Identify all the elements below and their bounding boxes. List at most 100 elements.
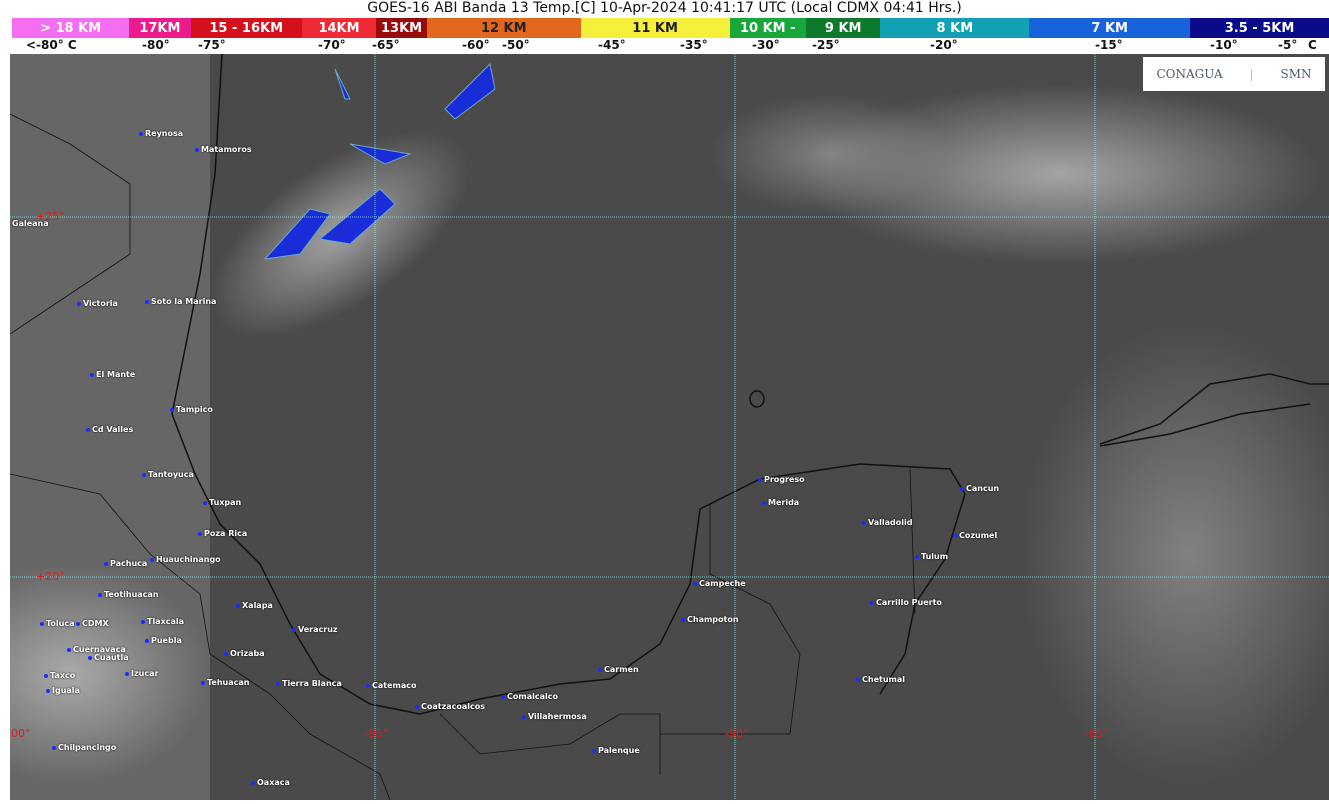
city-label: Cuautla xyxy=(88,653,129,662)
city-name: Villahermosa xyxy=(528,712,587,721)
temperature-tick: -75° xyxy=(198,38,226,52)
city-dot-icon xyxy=(762,500,766,505)
lat-label: +25° xyxy=(36,210,65,223)
city-name: Pachuca xyxy=(110,559,148,568)
city-dot-icon xyxy=(170,407,174,412)
city-name: Valladolid xyxy=(868,518,913,527)
city-label: Tampico xyxy=(170,405,213,414)
city-dot-icon xyxy=(44,673,48,678)
scale-segment: 12 KM xyxy=(426,18,581,38)
city-name: Cancun xyxy=(966,484,1000,493)
city-dot-icon xyxy=(86,427,90,432)
city-label: Iguala xyxy=(46,686,80,695)
city-name: Cd Valles xyxy=(92,425,134,434)
city-label: Taxco xyxy=(44,671,75,680)
city-dot-icon xyxy=(501,694,505,699)
temperature-ticks: <-80° C -80° -75° -70° -65° -60° -50° -45° -35° -… xyxy=(0,38,1329,54)
scale-segment: 8 KM xyxy=(880,18,1030,38)
city-name: Huauchinango xyxy=(156,555,221,564)
city-dot-icon xyxy=(276,681,280,686)
city-label: Orizaba xyxy=(224,649,265,658)
city-name: Toluca xyxy=(46,619,75,628)
city-dot-icon xyxy=(960,486,964,491)
temperature-tick: -15° xyxy=(1095,38,1123,52)
city-dot-icon xyxy=(224,651,228,656)
lon-label: -100° xyxy=(10,727,31,740)
city-name: Progreso xyxy=(764,475,805,484)
city-name: Carrillo Puerto xyxy=(876,598,942,607)
city-dot-icon xyxy=(198,531,202,536)
temperature-tick: -10° xyxy=(1210,38,1238,52)
temperature-tick: -35° xyxy=(680,38,708,52)
city-name: Tlaxcala xyxy=(147,617,185,626)
city-name: Soto la Marina xyxy=(151,297,217,306)
city-label: Veracruz xyxy=(292,625,338,634)
city-label: Matamoros xyxy=(195,145,252,154)
city-label: Merida xyxy=(762,498,799,507)
city-name: Merida xyxy=(768,498,800,507)
temperature-tick: -50° xyxy=(502,38,530,52)
city-label: CDMX xyxy=(76,619,109,628)
city-label: Cuernavaca xyxy=(67,645,126,654)
city-label: Carrillo Puerto xyxy=(870,598,942,607)
city-dot-icon xyxy=(104,561,108,566)
city-label: Xalapa xyxy=(236,601,273,610)
city-label: Coatzacoalcos xyxy=(415,702,485,711)
cold-cloud-tops xyxy=(263,62,496,260)
city-label: Campeche xyxy=(693,579,746,588)
city-dot-icon xyxy=(292,627,296,632)
city-name: Tantoyuca xyxy=(148,470,194,479)
city-dot-icon xyxy=(870,600,874,605)
temperature-tick: <-80° C xyxy=(26,38,77,52)
lon-label: -90° xyxy=(725,727,749,740)
city-label: Carmen xyxy=(598,665,639,674)
smn-logo-text: SMN xyxy=(1280,67,1312,81)
lat-lon-grid xyxy=(10,54,1329,800)
city-label: Victoria xyxy=(77,299,118,308)
city-name: Iguala xyxy=(52,686,80,695)
temperature-tick: -5° xyxy=(1278,38,1298,52)
lat-label: +20° xyxy=(36,570,65,583)
city-name: Cozumel xyxy=(959,531,998,540)
city-name: Comalcalco xyxy=(507,692,558,701)
city-dot-icon xyxy=(40,621,44,626)
city-label: Oaxaca xyxy=(251,778,290,787)
city-dot-icon xyxy=(201,680,205,685)
city-label: Valladolid xyxy=(862,518,912,527)
city-dot-icon xyxy=(862,520,866,525)
city-name: Orizaba xyxy=(230,649,265,658)
city-name: Palenque xyxy=(598,746,640,755)
city-name: Matamoros xyxy=(201,145,252,154)
city-dot-icon xyxy=(67,647,71,652)
city-name: Chetumal xyxy=(862,675,905,684)
temperature-tick: C xyxy=(1308,38,1317,52)
city-name: Veracruz xyxy=(298,625,338,634)
city-dot-icon xyxy=(141,619,145,624)
city-dot-icon xyxy=(76,621,80,626)
city-label: Soto la Marina xyxy=(145,297,216,306)
scale-segment: 3.5 - 5KM xyxy=(1190,18,1329,38)
city-name: Victoria xyxy=(83,299,118,308)
city-dot-icon xyxy=(598,667,602,672)
city-label: Teotihuacan xyxy=(98,590,159,599)
city-label: Tulum xyxy=(915,552,948,561)
temperature-tick: -80° xyxy=(142,38,170,52)
city-name: Puebla xyxy=(151,636,182,645)
city-dot-icon xyxy=(46,688,50,693)
scale-segment: 13KM xyxy=(376,18,427,38)
city-label: Tierra Blanca xyxy=(276,679,342,688)
city-dot-icon xyxy=(415,704,419,709)
city-label: Puebla xyxy=(145,636,182,645)
temperature-tick: -70° xyxy=(318,38,346,52)
city-name: Xalapa xyxy=(242,601,273,610)
temperature-tick: -65° xyxy=(372,38,400,52)
scale-segment: 11 KM xyxy=(580,18,730,38)
city-dot-icon xyxy=(139,131,143,136)
city-dot-icon xyxy=(145,638,149,643)
city-dot-icon xyxy=(98,592,102,597)
city-name: Cuernavaca xyxy=(73,645,126,654)
satellite-map[interactable]: +25° +20° -100° -95° -90° -85° Reynosa Ma… xyxy=(10,54,1329,800)
city-label: Tlaxcala xyxy=(141,617,184,626)
city-dot-icon xyxy=(522,714,526,719)
city-name: Carmen xyxy=(604,665,639,674)
